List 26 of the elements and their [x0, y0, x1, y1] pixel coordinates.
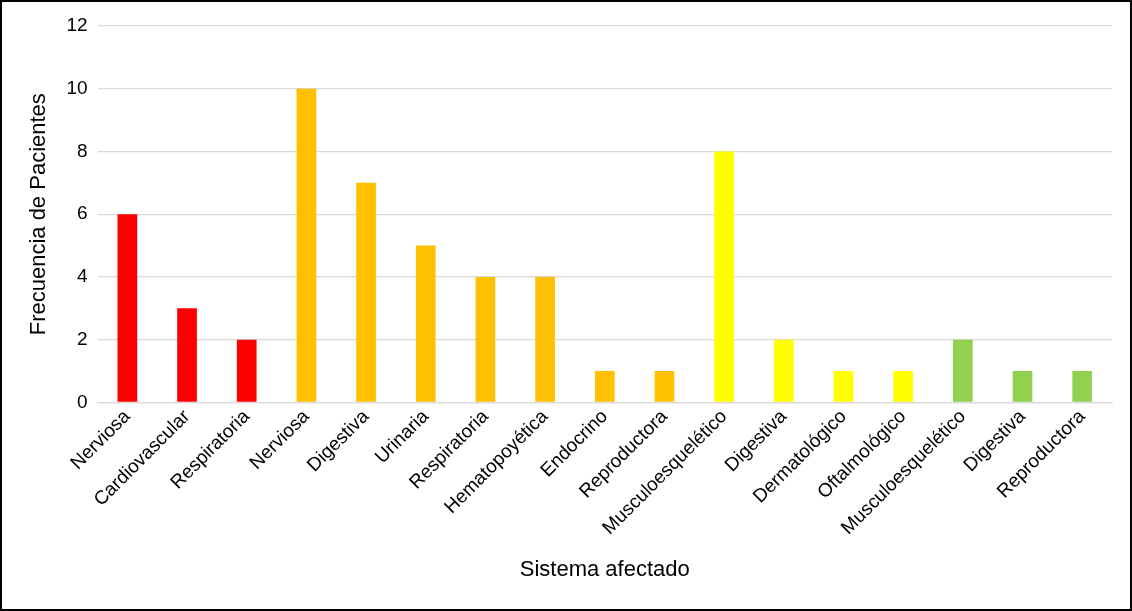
- bar: [535, 276, 555, 402]
- bar: [773, 339, 794, 402]
- bar: [1072, 371, 1093, 402]
- y-axis-title: Frecuencia de Pacientes: [25, 93, 51, 336]
- bar: [177, 308, 197, 402]
- bar: [893, 371, 913, 402]
- y-tick-label: 10: [66, 76, 88, 98]
- bar: [594, 371, 615, 402]
- bar: [415, 245, 436, 402]
- y-tick-label: 12: [66, 14, 88, 36]
- y-tick-label: 2: [76, 327, 88, 349]
- bar: [1012, 371, 1033, 402]
- bar: [475, 276, 496, 402]
- bar: [952, 339, 973, 402]
- y-tick-label: 8: [76, 139, 88, 161]
- bar: [833, 371, 854, 402]
- bar: [654, 371, 675, 402]
- y-tick-label: 0: [76, 390, 88, 412]
- bar: [117, 214, 138, 402]
- y-tick-label: 4: [76, 265, 88, 287]
- x-axis-title: Sistema afectado: [519, 555, 690, 581]
- bar: [236, 339, 257, 402]
- bar: [714, 151, 734, 402]
- bar: [356, 182, 376, 402]
- y-tick-label: 6: [76, 202, 88, 224]
- bar: [296, 88, 317, 402]
